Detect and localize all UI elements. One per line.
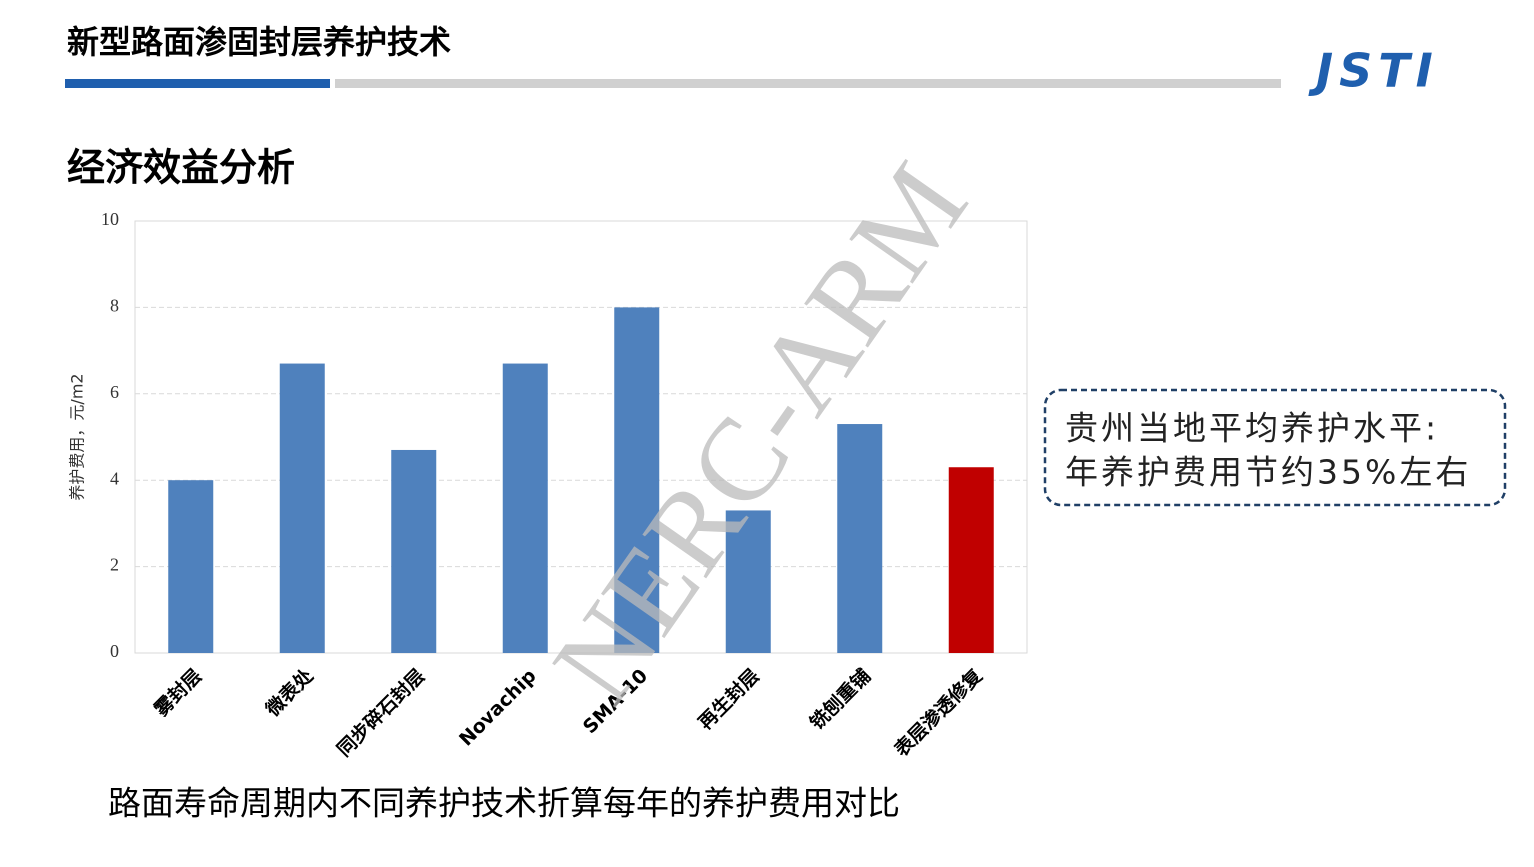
bar [948, 467, 994, 653]
bar [168, 480, 214, 653]
bar [279, 363, 325, 653]
x-tick-label: 铣刨重铺 [805, 664, 875, 734]
bar [725, 510, 771, 653]
y-tick-label: 0 [110, 641, 119, 661]
bar [614, 307, 660, 653]
x-tick-label: 再生封层 [694, 664, 764, 734]
y-tick-label: 8 [110, 296, 119, 316]
x-tick-label: 同步碎石封层 [332, 664, 429, 761]
callout-line: 贵州当地平均养护水平: [1065, 409, 1439, 448]
x-tick-label: 表层渗透修复 [890, 663, 988, 761]
x-tick-label: 雾封层 [150, 664, 207, 721]
bar [502, 363, 548, 653]
x-tick-label: Novachip [455, 665, 541, 751]
header-bar-grey [335, 79, 1281, 88]
y-tick-label: 4 [110, 468, 119, 488]
x-tick-label: 微表处 [260, 663, 318, 721]
caption: 路面寿命周期内不同养护技术折算每年的养护费用对比 [108, 784, 900, 823]
y-tick-label: 6 [110, 382, 119, 402]
y-tick-label: 2 [110, 555, 119, 575]
y-axis-label: 养护费用，元/m2 [68, 373, 87, 500]
callout-line: 年养护费用节约35%左右 [1065, 453, 1471, 492]
subtitle: 经济效益分析 [67, 146, 295, 190]
callout-box [1043, 388, 1507, 507]
header-bar-blue [65, 79, 330, 88]
logo: JSTI [1308, 44, 1439, 98]
y-tick-label: 10 [101, 209, 119, 229]
bar [391, 449, 437, 653]
slide-title: 新型路面渗固封层养护技术 [67, 23, 451, 61]
bar [837, 424, 883, 653]
plot-area [134, 220, 1028, 654]
